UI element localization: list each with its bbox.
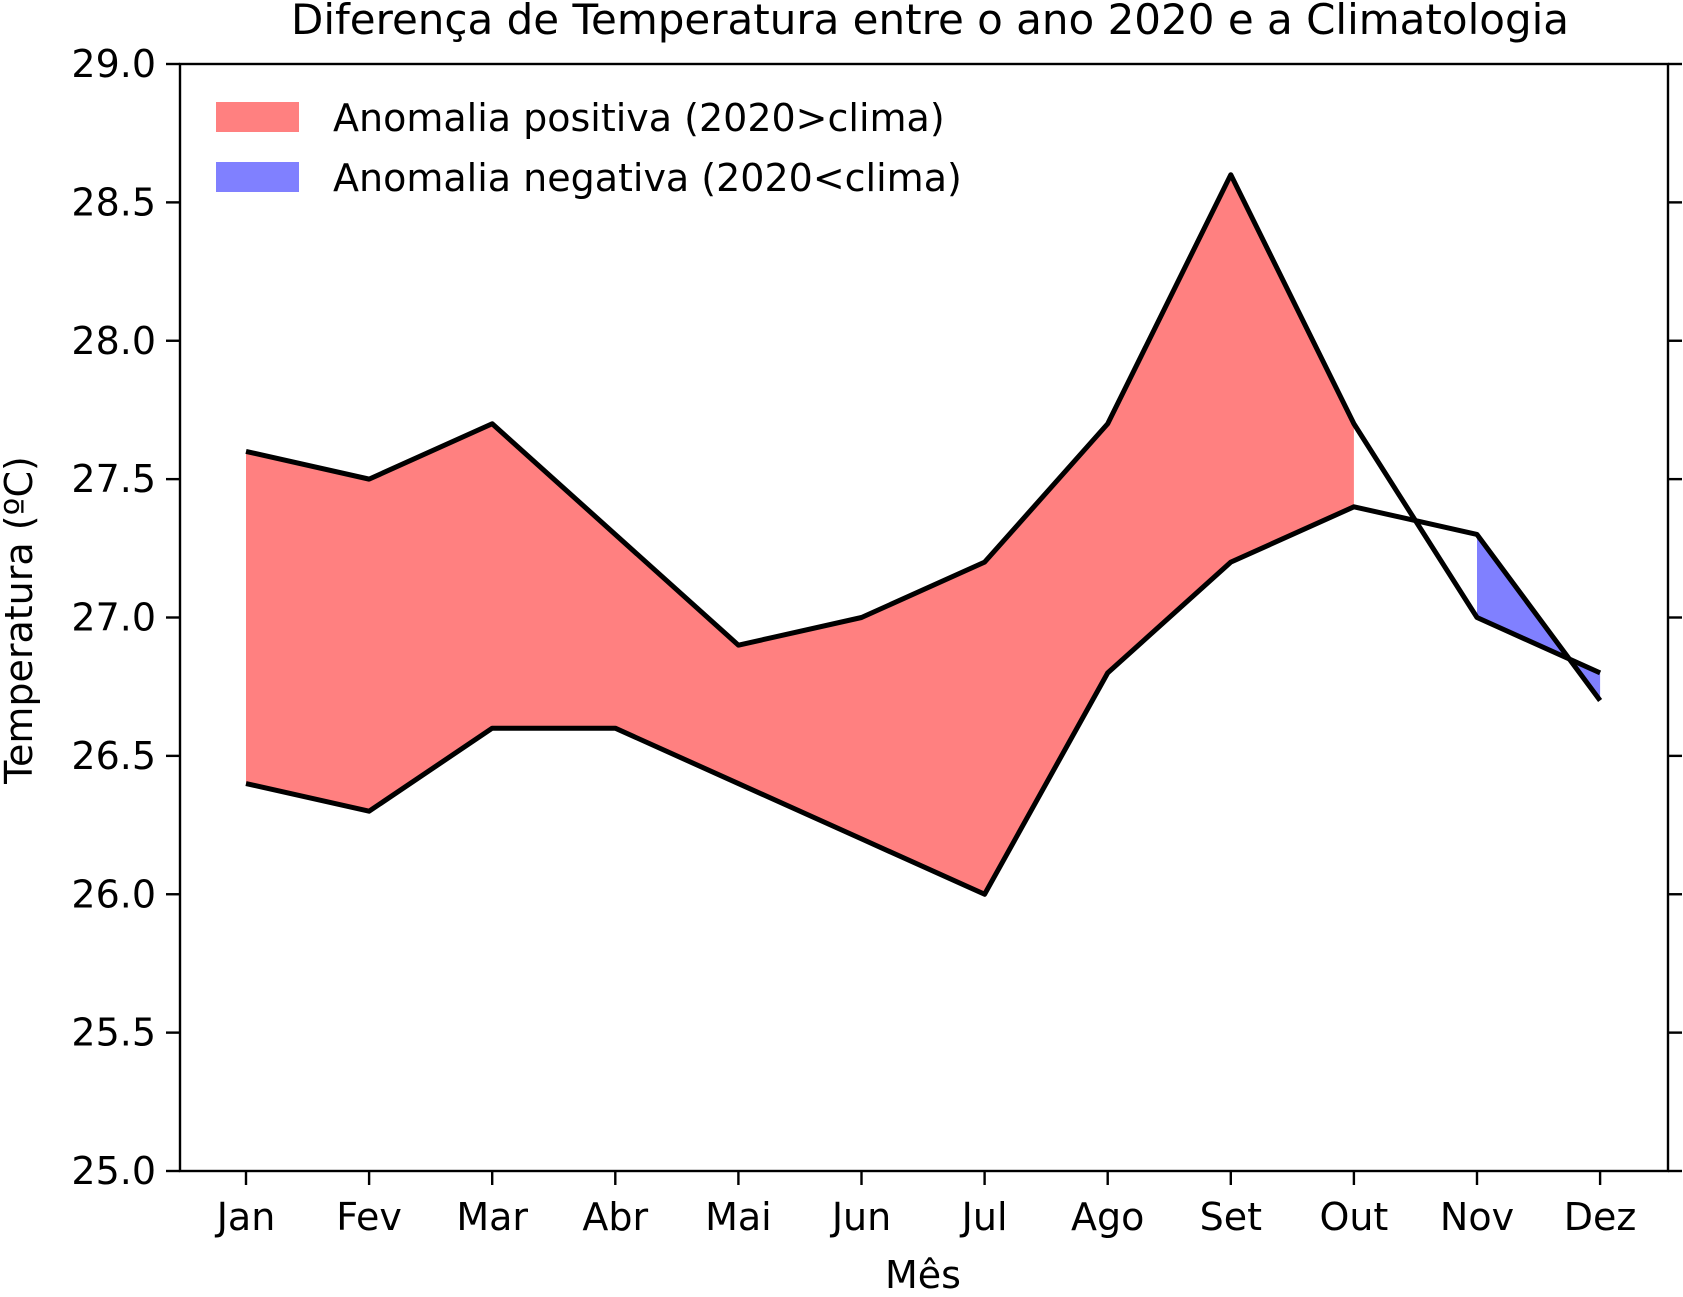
x-tick-label: Out [1319, 1195, 1388, 1239]
legend: Anomalia positiva (2020>clima) Anomalia … [216, 96, 962, 200]
x-tick-label: Mai [705, 1195, 772, 1239]
legend-swatch-negative [216, 162, 299, 192]
y-axis-label: Temperatura (ºC) [0, 456, 41, 785]
y-tick-label: 25.0 [71, 1149, 156, 1193]
y-tick-label: 27.5 [71, 457, 156, 501]
series-lines [245, 172, 1603, 897]
x-tick-label: Jul [960, 1195, 1008, 1239]
y-tick-label: 27.0 [71, 596, 156, 640]
legend-swatch-positive [216, 102, 299, 132]
legend-label-positive: Anomalia positiva (2020>clima) [333, 96, 945, 140]
y-tick-label: 25.5 [71, 1011, 156, 1055]
x-tick-label: Nov [1440, 1195, 1514, 1239]
x-tick-label: Mar [456, 1195, 528, 1239]
line-clima [245, 504, 1603, 897]
x-tick-label: Set [1200, 1195, 1262, 1239]
line-2020 [245, 172, 1602, 676]
chart-title: Diferença de Temperatura entre o ano 202… [291, 0, 1569, 44]
x-tick-label: Jan [215, 1195, 276, 1239]
x-axis-ticks: Jan Fev Mar Abr Mai Jun Jul Ago Set Out Nov Dez [215, 1171, 1637, 1239]
x-axis-label: Mês [885, 1253, 961, 1297]
x-tick-label: Fev [336, 1195, 402, 1239]
y-tick-label: 28.0 [71, 319, 156, 363]
y-axis-ticks: 25.0 25.5 26.0 26.5 27.0 27.5 28.0 28.5 29.0 [71, 42, 1682, 1193]
y-tick-label: 26.0 [71, 872, 156, 916]
x-tick-label: Ago [1071, 1195, 1144, 1239]
x-tick-label: Dez [1564, 1195, 1637, 1239]
y-tick-label: 28.5 [71, 180, 156, 224]
x-tick-label: Abr [582, 1195, 648, 1239]
x-tick-label: Jun [830, 1195, 891, 1239]
positive-anomaly-area-0 [246, 174, 1354, 895]
y-tick-label: 26.5 [71, 734, 156, 778]
y-tick-label: 29.0 [71, 42, 156, 86]
legend-label-negative: Anomalia negativa (2020<clima) [333, 156, 962, 200]
